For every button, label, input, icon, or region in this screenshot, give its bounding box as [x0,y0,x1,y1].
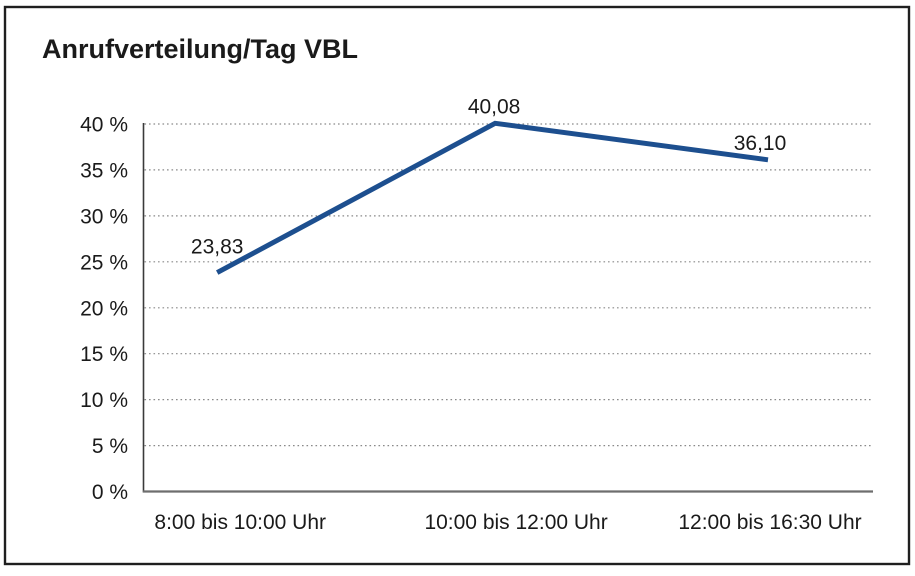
chart-title: Anrufverteilung/Tag VBL [42,34,358,64]
y-tick-label: 20 % [80,297,128,320]
y-tick-label: 25 % [80,251,128,274]
data-line-series [216,120,769,275]
data-point-label: 36,10 [734,132,787,155]
y-tick-label: 40 % [80,114,128,137]
y-tick-label: 15 % [80,343,128,366]
x-category-label: 8:00 bis 10:00 Uhr [154,511,326,534]
data-point-label: 40,08 [468,95,521,118]
y-tick-label: 10 % [80,389,128,412]
data-labels: 23,83 40,08 36,10 [191,95,786,258]
y-tick-label: 35 % [80,159,128,182]
y-tick-label: 0 % [92,481,128,504]
x-category-label: 10:00 bis 12:00 Uhr [424,511,607,534]
data-point-label: 23,83 [191,236,244,259]
y-tick-label: 5 % [92,435,128,458]
x-axis-labels: 8:00 bis 10:00 Uhr 10:00 bis 12:00 Uhr 12:… [154,511,861,534]
outer-border [3,5,911,566]
gridlines [144,123,873,447]
x-category-label: 12:00 bis 16:30 Uhr [678,511,861,534]
y-axis-labels: 0 % 5 % 10 % 15 % 20 % 25 % 30 % 35 % 40 % [80,114,128,505]
y-tick-label: 30 % [80,205,128,228]
